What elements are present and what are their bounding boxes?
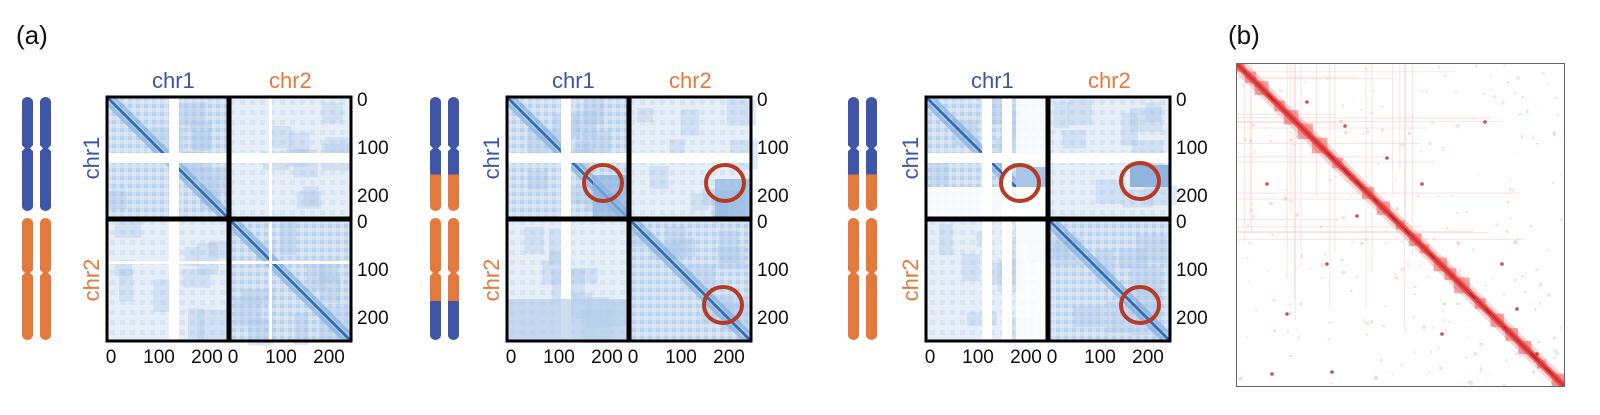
x-tick-chr2: 0 — [1046, 347, 1058, 368]
y-tick-chr2: 200 — [757, 308, 789, 329]
contact-point — [1270, 372, 1274, 376]
x-tick-chr1: 200 — [591, 347, 623, 368]
x-tick-chr1: 0 — [924, 347, 936, 368]
y-tick-chr2: 100 — [1176, 260, 1208, 281]
highlight-circle — [704, 163, 746, 203]
y-tick-chr2: 0 — [357, 212, 368, 233]
panel-b-label: (b) — [1228, 20, 1260, 50]
side-label-chr2: chr2 — [79, 258, 104, 302]
contact-point — [1285, 312, 1289, 316]
x-tick-chr2: 0 — [227, 347, 239, 368]
chr1-pair-icon — [429, 96, 460, 212]
contact-point — [1330, 370, 1334, 374]
heatmap-1 — [105, 95, 354, 346]
x-tick-chr2: 100 — [1084, 347, 1116, 368]
contact-block — [107, 219, 229, 341]
contact-point — [1535, 352, 1539, 356]
contact-point — [1325, 262, 1329, 266]
y-tick-chr1: 100 — [357, 138, 389, 159]
y-tick-chr2: 100 — [357, 260, 389, 281]
y-tick-chr2: 200 — [357, 308, 389, 329]
contact-point — [1500, 262, 1504, 266]
highlight-circle — [702, 285, 744, 325]
x-tick-chr1: 0 — [105, 347, 117, 368]
contact-point — [1483, 120, 1487, 124]
top-label-chr1: chr1 — [152, 68, 195, 93]
x-tick-chr2: 200 — [313, 347, 345, 368]
side-label-chr1: chr1 — [479, 136, 504, 180]
contact-point — [1355, 214, 1359, 218]
top-label-chr2: chr2 — [1088, 68, 1131, 93]
chr2-pair-icon — [21, 217, 52, 341]
panel-b-heatmap — [1237, 64, 1564, 386]
x-tick-chr1: 100 — [543, 347, 575, 368]
x-tick-chr2: 200 — [713, 347, 745, 368]
contact-point — [1515, 307, 1519, 311]
y-tick-chr1: 0 — [1176, 90, 1187, 111]
panel-b-contact-map — [1236, 63, 1565, 387]
x-tick-chr2: 200 — [1132, 347, 1164, 368]
side-label-chr2: chr2 — [479, 258, 504, 302]
x-tick-chr1: 200 — [1010, 347, 1042, 368]
y-tick-chr2: 200 — [1176, 308, 1208, 329]
chr2-pair-icon — [429, 217, 460, 341]
top-label-chr1: chr1 — [971, 68, 1014, 93]
y-tick-chr2: 100 — [757, 260, 789, 281]
diagonal — [1237, 64, 1564, 386]
top-label-chr2: chr2 — [269, 68, 312, 93]
y-tick-chr1: 100 — [757, 138, 789, 159]
y-tick-chr1: 200 — [1176, 186, 1208, 207]
y-tick-chr1: 200 — [757, 186, 789, 207]
x-tick-chr1: 200 — [191, 347, 223, 368]
y-tick-chr2: 0 — [757, 212, 768, 233]
highlight-circle — [1119, 285, 1161, 325]
contact-point — [1305, 100, 1309, 104]
chr1-pair-icon — [21, 96, 52, 212]
contact-point — [1440, 332, 1444, 336]
diagonal — [227, 217, 353, 343]
x-tick-chr2: 0 — [627, 347, 639, 368]
contact-point — [1265, 182, 1269, 186]
y-tick-chr1: 200 — [357, 186, 389, 207]
x-tick-chr1: 100 — [962, 347, 994, 368]
x-tick-chr1: 0 — [505, 347, 517, 368]
x-tick-chr2: 100 — [265, 347, 297, 368]
chr1-pair-icon — [847, 96, 878, 212]
highlight-circle — [582, 163, 624, 203]
panel-a-label: (a) — [16, 20, 48, 50]
side-label-chr1: chr1 — [898, 136, 923, 180]
highlight-circle — [999, 163, 1041, 203]
side-label-chr1: chr1 — [79, 136, 104, 180]
top-label-chr1: chr1 — [552, 68, 595, 93]
y-tick-chr1: 100 — [1176, 138, 1208, 159]
contact-point — [1420, 182, 1424, 186]
side-label-chr2: chr2 — [898, 258, 923, 302]
contact-point — [1343, 124, 1347, 128]
highlight-circle — [1119, 161, 1161, 201]
x-tick-chr2: 100 — [665, 347, 697, 368]
heatmap-2 — [505, 95, 758, 343]
contact-point — [1385, 156, 1389, 160]
y-tick-chr1: 0 — [357, 90, 368, 111]
top-label-chr2: chr2 — [669, 68, 712, 93]
heatmap-3 — [924, 95, 1178, 344]
x-tick-chr1: 100 — [143, 347, 175, 368]
y-tick-chr1: 0 — [757, 90, 768, 111]
y-tick-chr2: 0 — [1176, 212, 1187, 233]
chr2-pair-icon — [847, 217, 878, 341]
